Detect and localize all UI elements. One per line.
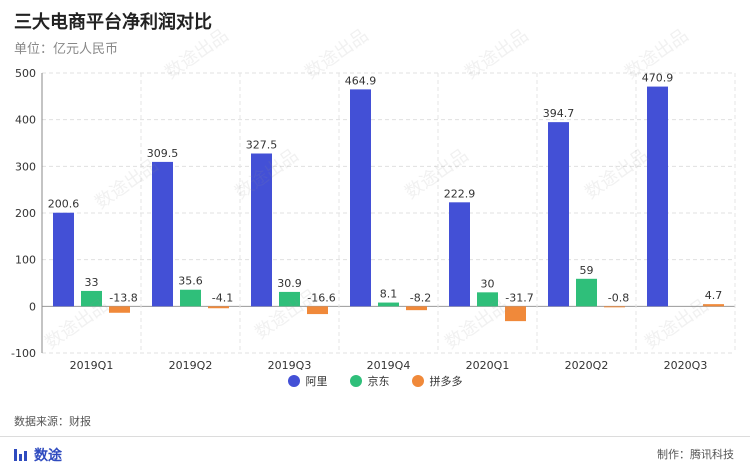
legend-dot-jd [349,375,362,387]
y-tick-label: 400 [15,114,36,127]
bar-京东-2019Q2 [180,289,201,307]
data-label: 470.9 [642,72,674,85]
legend-item-jd[interactable]: 京东 [349,373,390,389]
x-tick-label: 2019Q1 [70,359,114,370]
legend-label-pinduoduo: 拼多多 [429,375,463,388]
data-label: -0.8 [608,291,629,304]
bar-京东-2019Q1 [81,290,102,307]
bar-京东-2019Q4 [378,302,399,307]
bar-京东-2020Q2 [576,278,597,307]
data-label: 200.6 [48,198,80,211]
bar-拼多多-2020Q2 [604,306,625,308]
y-tick-label: 0 [29,300,36,313]
data-label: 30.9 [277,277,302,290]
x-tick-label: 2019Q3 [268,359,312,370]
x-tick-label: 2020Q1 [466,359,510,370]
legend-item-alibaba[interactable]: 阿里 [287,373,328,389]
bar-阿里-2019Q2 [152,161,173,307]
data-label: 30 [481,277,495,290]
data-label: 394.7 [543,107,575,120]
data-label: 59 [580,264,594,277]
chart-subtitle: 单位：亿元人民币 [14,42,119,57]
data-label: 35.6 [178,275,203,288]
y-tick-label: -100 [11,347,36,360]
x-tick-label: 2019Q2 [169,359,213,370]
data-label: -13.8 [109,291,137,304]
footer: 数途 制作：腾讯科技 [0,436,750,469]
legend-dot-alibaba [287,375,300,387]
legend-item-pinduoduo[interactable]: 拼多多 [411,373,463,389]
bar-阿里-2020Q1 [449,202,470,307]
data-source: 数据来源：财报 [14,415,91,428]
data-label: 33 [85,276,99,289]
bar-京东-2019Q3 [279,291,300,307]
data-label: -8.2 [410,291,431,304]
y-tick-label: 300 [15,160,36,173]
data-label: 222.9 [444,187,476,200]
bar-拼多多-2019Q1 [109,306,130,313]
brand-logo: 数途 [14,445,62,465]
data-label: 309.5 [147,147,179,160]
maker-credit: 制作：腾讯科技 [657,448,734,461]
x-tick-label: 2020Q3 [664,359,708,370]
x-tick-label: 2020Q2 [565,359,609,370]
bar-拼多多-2019Q4 [406,306,427,311]
data-label: -16.6 [307,291,335,304]
data-label: 4.7 [705,289,723,302]
bar-阿里-2020Q3 [647,86,668,307]
bar-阿里-2019Q4 [350,89,371,307]
legend: 阿里 京东 拼多多 [0,373,750,389]
bar-京东-2020Q1 [477,292,498,307]
data-label: 327.5 [246,139,278,152]
y-tick-label: 500 [15,67,36,80]
bar-拼多多-2020Q1 [505,306,526,322]
bar-阿里-2019Q3 [251,153,272,307]
x-tick-label: 2019Q4 [367,359,411,370]
data-label: 464.9 [345,74,377,87]
data-label: -4.1 [212,291,233,304]
data-label: -31.7 [505,291,533,304]
bar-拼多多-2019Q3 [307,306,328,315]
bar-拼多多-2019Q2 [208,306,229,309]
bar-阿里-2020Q2 [548,122,569,307]
legend-dot-pinduoduo [411,375,424,387]
bar-chart: -100 0 100 200 300 400 500 200.6 309.5 327.5 464.9… [11,67,736,370]
legend-label-jd: 京东 [367,375,390,388]
bar-阿里-2019Q1 [53,212,74,307]
bar-拼多多-2020Q3 [703,304,724,307]
y-tick-label: 100 [15,254,36,267]
data-label: 8.1 [380,288,398,301]
bar-chart-icon [14,449,28,461]
chart-title: 三大电商平台净利润对比 [14,12,212,33]
legend-label-alibaba: 阿里 [305,375,328,388]
brand-name: 数途 [34,448,62,464]
y-tick-label: 200 [15,207,36,220]
